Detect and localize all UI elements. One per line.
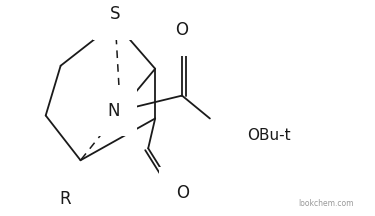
- Text: S: S: [110, 5, 121, 23]
- Text: OBu-t: OBu-t: [247, 128, 290, 143]
- Text: lookchem.com: lookchem.com: [298, 199, 354, 208]
- Text: R: R: [60, 190, 71, 208]
- Text: O: O: [176, 21, 189, 39]
- Text: O: O: [176, 184, 189, 202]
- Text: N: N: [108, 102, 120, 119]
